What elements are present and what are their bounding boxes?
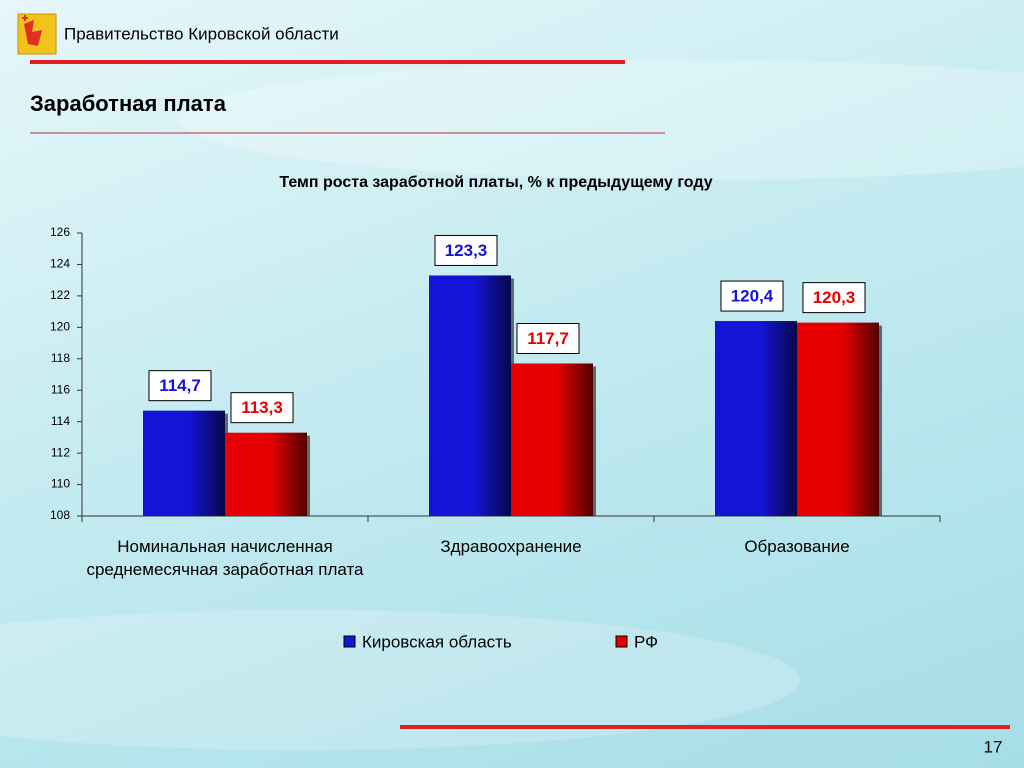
y-tick-label: 126 <box>50 225 70 239</box>
y-tick-label: 122 <box>50 288 70 302</box>
slide-title: Заработная плата <box>30 91 227 116</box>
legend-swatch <box>343 635 356 648</box>
chart-title: Темп роста заработной платы, % к предыду… <box>279 174 712 191</box>
value-label-box <box>720 280 784 312</box>
bar <box>225 432 307 516</box>
value-label-box <box>230 392 294 424</box>
x-tick-label: Здравоохранение <box>440 537 582 556</box>
value-label: 113,3 <box>241 398 283 417</box>
y-tick-label: 118 <box>51 351 70 365</box>
y-tick-label: 116 <box>51 382 70 396</box>
value-label: 114,7 <box>159 376 201 395</box>
value-label-box <box>148 370 212 402</box>
value-label-box <box>516 322 580 354</box>
bar <box>429 275 511 516</box>
legend-swatch <box>615 635 628 648</box>
y-tick-label: 110 <box>51 477 70 491</box>
legend-label: Кировская область <box>362 632 512 651</box>
y-tick-label: 108 <box>50 508 70 522</box>
y-tick-label: 114 <box>51 414 70 428</box>
value-label-box <box>434 234 498 266</box>
legend-label: РФ <box>634 632 658 651</box>
bar <box>143 410 225 516</box>
bar <box>715 321 797 516</box>
bar <box>797 322 879 516</box>
y-tick-label: 120 <box>50 320 70 334</box>
y-tick-label: 112 <box>51 445 70 459</box>
value-label: 120,3 <box>813 288 856 307</box>
value-label: 120,4 <box>731 287 774 306</box>
value-label: 123,3 <box>445 241 488 260</box>
logo <box>17 13 57 55</box>
background-swirl <box>0 610 800 750</box>
page-number: 17 <box>984 737 1003 756</box>
background-swirl <box>180 60 1024 180</box>
y-tick-label: 124 <box>50 257 70 271</box>
x-tick-label: Номинальная начисленная среднемесячная з… <box>86 537 364 579</box>
organization: Правительство Кировской области <box>64 24 339 43</box>
value-label-box <box>802 282 866 314</box>
x-tick-label: Образование <box>744 537 850 556</box>
bar <box>511 363 593 516</box>
value-label: 117,7 <box>527 329 569 348</box>
